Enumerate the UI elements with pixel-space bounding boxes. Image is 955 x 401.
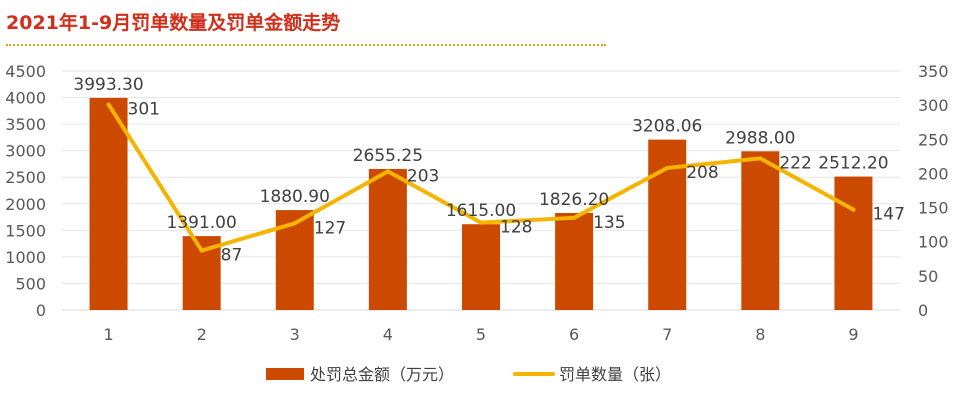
y-left-tick-label: 4500	[5, 62, 46, 81]
line-point	[479, 220, 483, 225]
y-right-tick-label: 150	[918, 199, 949, 218]
x-tick-label: 1	[103, 325, 113, 344]
legend-line-label: 罚单数量（张）	[559, 365, 671, 384]
bar-data-label: 1615.00	[446, 201, 516, 221]
x-tick-label: 8	[755, 325, 765, 344]
y-left-tick-label: 2500	[5, 168, 46, 187]
y-left-tick-label: 500	[15, 274, 46, 293]
y-left-tick-label: 2000	[5, 195, 46, 214]
y-right-tick-label: 300	[918, 96, 949, 115]
bar-data-label: 1826.20	[539, 190, 609, 210]
bar-data-label: 3993.30	[73, 75, 143, 95]
line-data-label: 203	[407, 166, 439, 186]
bar	[834, 176, 873, 310]
chart-title: 2021年1-9月罚单数量及罚单金额走势	[6, 12, 341, 34]
y-right-tick-label: 0	[918, 301, 928, 320]
y-right-tick-label: 200	[918, 164, 949, 183]
bar	[368, 168, 407, 310]
y-right-tick-label: 100	[918, 233, 949, 252]
line-point	[572, 215, 577, 220]
line-data-label: 301	[128, 99, 160, 119]
title-divider	[6, 44, 606, 46]
x-tick-label: 2	[197, 325, 207, 344]
line-point	[851, 207, 856, 212]
x-tick-label: 5	[476, 325, 486, 344]
x-tick-label: 7	[662, 325, 672, 344]
legend-bar-label: 处罚总金额（万元）	[310, 365, 454, 384]
line-data-label: 222	[779, 153, 811, 173]
y-left-tick-label: 0	[36, 301, 46, 320]
line-data-label: 208	[686, 163, 718, 183]
bar-data-label: 1880.90	[260, 187, 330, 207]
x-tick-label: 4	[383, 325, 393, 344]
y-right-tick-label: 350	[918, 62, 949, 81]
bar	[741, 151, 780, 310]
line-point	[665, 165, 670, 170]
bar-data-label: 1391.00	[167, 213, 237, 233]
line-data-label: 147	[872, 205, 904, 225]
y-left-tick-label: 4000	[5, 89, 46, 108]
y-left-tick-label: 1000	[5, 248, 46, 267]
line-point	[758, 156, 763, 161]
y-left-tick-label: 1500	[5, 221, 46, 240]
bar-data-label: 2512.20	[818, 154, 888, 174]
y-right-tick-label: 250	[918, 130, 949, 149]
line-point	[292, 221, 297, 226]
line-data-label: 135	[593, 213, 625, 233]
line-data-label: 87	[221, 246, 243, 266]
bar-data-label: 2988.00	[725, 128, 795, 148]
bar	[555, 213, 594, 310]
bar-data-label: 3208.06	[632, 117, 702, 137]
y-left-tick-label: 3500	[5, 115, 46, 134]
line-data-label: 128	[500, 218, 532, 238]
x-tick-label: 6	[569, 325, 579, 344]
bar-data-label: 2655.25	[353, 146, 423, 166]
line-data-label: 127	[314, 218, 346, 238]
legend-bar-swatch	[266, 368, 304, 380]
bar	[89, 97, 128, 310]
line-point	[199, 248, 204, 253]
bar	[462, 224, 500, 310]
line-point	[385, 169, 390, 174]
x-tick-label: 3	[290, 325, 300, 344]
y-left-tick-label: 3000	[5, 142, 46, 161]
line-point	[106, 102, 111, 107]
x-tick-label: 9	[848, 325, 858, 344]
y-right-tick-label: 50	[918, 267, 938, 286]
